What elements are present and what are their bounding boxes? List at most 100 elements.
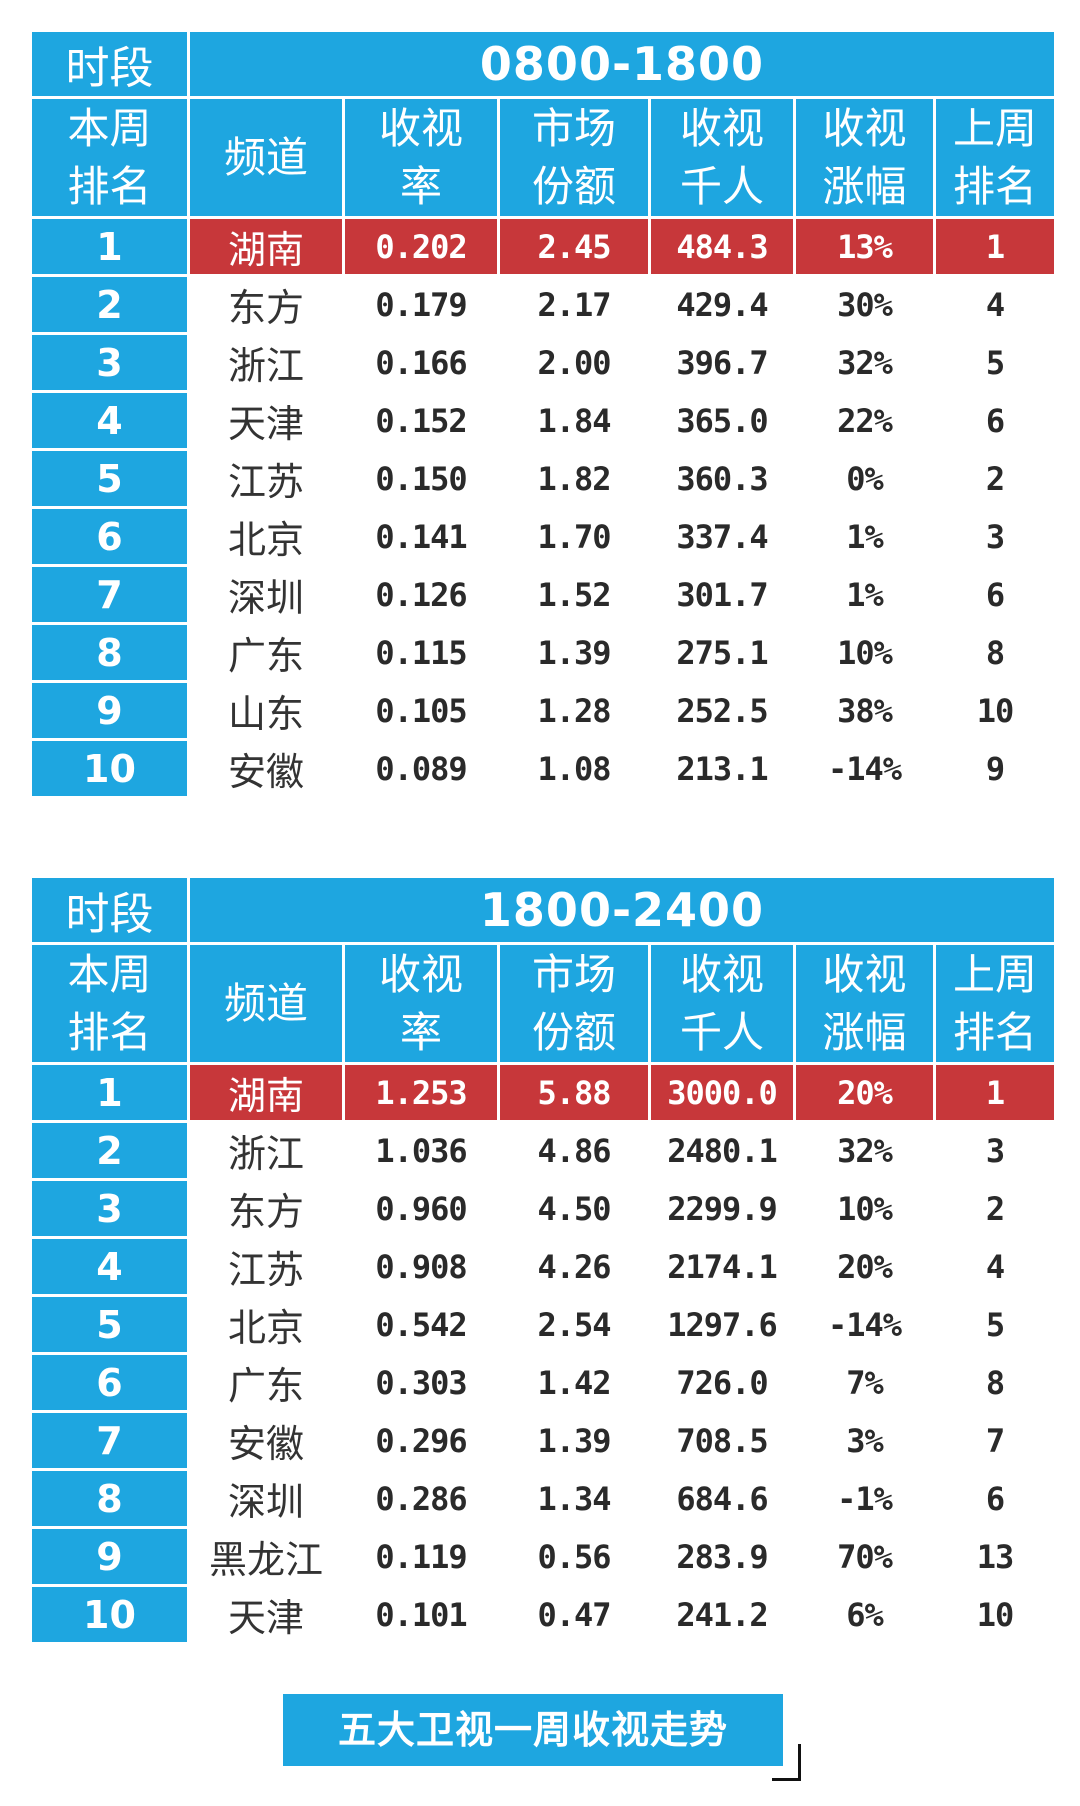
share-cell: 4.86 xyxy=(500,1123,648,1178)
channel-cell: 天津 xyxy=(190,1587,342,1642)
caption-banner: 五大卫视一周收视走势 xyxy=(283,1694,783,1766)
change-cell: 22% xyxy=(796,393,933,448)
rating-cell: 0.202 xyxy=(345,219,497,274)
header-line: 本周 xyxy=(67,103,152,153)
table-row: 10 天津 0.101 0.47 241.2 6% 10 xyxy=(32,1587,1054,1642)
channel-cell: 天津 xyxy=(190,393,342,448)
header-line: 上周 xyxy=(952,103,1037,153)
viewers-cell: 213.1 xyxy=(651,741,793,796)
rating-cell: 0.115 xyxy=(345,625,497,680)
viewers-cell: 708.5 xyxy=(651,1413,793,1468)
last-week-rank-cell: 9 xyxy=(936,741,1054,796)
change-cell: 38% xyxy=(796,683,933,738)
change-cell: 10% xyxy=(796,1181,933,1236)
share-cell: 4.50 xyxy=(500,1181,648,1236)
rank-cell: 2 xyxy=(32,1123,187,1178)
header-line: 率 xyxy=(399,161,442,211)
table-row: 8 深圳 0.286 1.34 684.6 -1% 6 xyxy=(32,1471,1054,1526)
rank-cell: 8 xyxy=(32,625,187,680)
last-week-rank-cell: 13 xyxy=(936,1529,1054,1584)
table-row: 10 安徽 0.089 1.08 213.1 -14% 9 xyxy=(32,741,1054,796)
table-row: 6 北京 0.141 1.70 337.4 1% 3 xyxy=(32,509,1054,564)
rating-cell: 0.166 xyxy=(345,335,497,390)
rank-cell: 9 xyxy=(32,683,187,738)
viewers-cell: 726.0 xyxy=(651,1355,793,1410)
share-cell: 1.70 xyxy=(500,509,648,564)
channel-cell: 安徽 xyxy=(190,1413,342,1468)
rank-cell: 3 xyxy=(32,335,187,390)
table-row: 2 浙江 1.036 4.86 2480.1 32% 3 xyxy=(32,1123,1054,1178)
rating-cell: 0.542 xyxy=(345,1297,497,1352)
rank-cell: 3 xyxy=(32,1181,187,1236)
change-cell: 0% xyxy=(796,451,933,506)
last-week-rank-cell: 5 xyxy=(936,1297,1054,1352)
header-line: 份额 xyxy=(531,1007,616,1057)
header-rank-this-week: 本周 排名 xyxy=(32,99,187,216)
rank-cell: 8 xyxy=(32,1471,187,1526)
share-cell: 1.08 xyxy=(500,741,648,796)
header-line: 收视 xyxy=(822,103,907,153)
rating-cell: 0.179 xyxy=(345,277,497,332)
change-cell: 20% xyxy=(796,1065,933,1120)
channel-cell: 浙江 xyxy=(190,1123,342,1178)
rating-cell: 0.119 xyxy=(345,1529,497,1584)
header-share: 市场 份额 xyxy=(500,99,648,216)
change-cell: 20% xyxy=(796,1239,933,1294)
rank-cell: 5 xyxy=(32,1297,187,1352)
header-rating: 收视 率 xyxy=(345,945,497,1062)
last-week-rank-cell: 8 xyxy=(936,625,1054,680)
channel-cell: 黑龙江 xyxy=(190,1529,342,1584)
rating-cell: 0.152 xyxy=(345,393,497,448)
channel-cell: 广东 xyxy=(190,1355,342,1410)
last-week-rank-cell: 4 xyxy=(936,1239,1054,1294)
ratings-table-daytime: 时段 0800-1800 本周 排名 频道 收视 率 市场 份额 收视 千人 收… xyxy=(29,29,1054,799)
rating-cell: 0.296 xyxy=(345,1413,497,1468)
last-week-rank-cell: 6 xyxy=(936,393,1054,448)
table-row: 4 江苏 0.908 4.26 2174.1 20% 4 xyxy=(32,1239,1054,1294)
header-line: 市场 xyxy=(531,949,616,999)
ratings-table: 时段 1800-2400 本周 排名 频道 收视 率 市场 份额 收视 千人 收… xyxy=(29,875,1057,1645)
share-cell: 2.54 xyxy=(500,1297,648,1352)
viewers-cell: 429.4 xyxy=(651,277,793,332)
rating-cell: 0.286 xyxy=(345,1471,497,1526)
viewers-cell: 396.7 xyxy=(651,335,793,390)
channel-cell: 山东 xyxy=(190,683,342,738)
header-line: 千人 xyxy=(679,161,764,211)
channel-cell: 深圳 xyxy=(190,1471,342,1526)
rating-cell: 0.101 xyxy=(345,1587,497,1642)
change-cell: 3% xyxy=(796,1413,933,1468)
rank-cell: 1 xyxy=(32,219,187,274)
viewers-cell: 241.2 xyxy=(651,1587,793,1642)
table-row: 9 黑龙江 0.119 0.56 283.9 70% 13 xyxy=(32,1529,1054,1584)
header-line: 份额 xyxy=(531,161,616,211)
rank-cell: 5 xyxy=(32,451,187,506)
share-cell: 1.42 xyxy=(500,1355,648,1410)
last-week-rank-cell: 10 xyxy=(936,1587,1054,1642)
slot-range: 0800-1800 xyxy=(190,32,1054,96)
corner-bracket-decoration xyxy=(772,1744,801,1781)
header-row: 本周 排名 频道 收视 率 市场 份额 收视 千人 收视 涨幅 上周 排 xyxy=(32,945,1054,1062)
rank-cell: 2 xyxy=(32,277,187,332)
table-row: 2 东方 0.179 2.17 429.4 30% 4 xyxy=(32,277,1054,332)
header-line: 收视 xyxy=(378,949,463,999)
change-cell: 1% xyxy=(796,509,933,564)
table-row: 5 北京 0.542 2.54 1297.6 -14% 5 xyxy=(32,1297,1054,1352)
share-cell: 2.45 xyxy=(500,219,648,274)
share-cell: 1.28 xyxy=(500,683,648,738)
header-line: 涨幅 xyxy=(822,161,907,211)
change-cell: 1% xyxy=(796,567,933,622)
rank-cell: 10 xyxy=(32,741,187,796)
rating-cell: 1.036 xyxy=(345,1123,497,1178)
header-line: 千人 xyxy=(679,1007,764,1057)
rank-cell: 7 xyxy=(32,567,187,622)
change-cell: 7% xyxy=(796,1355,933,1410)
header-row: 本周 排名 频道 收视 率 市场 份额 收视 千人 收视 涨幅 上周 排 xyxy=(32,99,1054,216)
viewers-cell: 2174.1 xyxy=(651,1239,793,1294)
slot-row: 时段 0800-1800 xyxy=(32,32,1054,96)
viewers-cell: 301.7 xyxy=(651,567,793,622)
table-row: 1 湖南 0.202 2.45 484.3 13% 1 xyxy=(32,219,1054,274)
rank-cell: 7 xyxy=(32,1413,187,1468)
viewers-cell: 360.3 xyxy=(651,451,793,506)
header-line: 收视 xyxy=(378,103,463,153)
slot-label: 时段 xyxy=(32,878,187,942)
